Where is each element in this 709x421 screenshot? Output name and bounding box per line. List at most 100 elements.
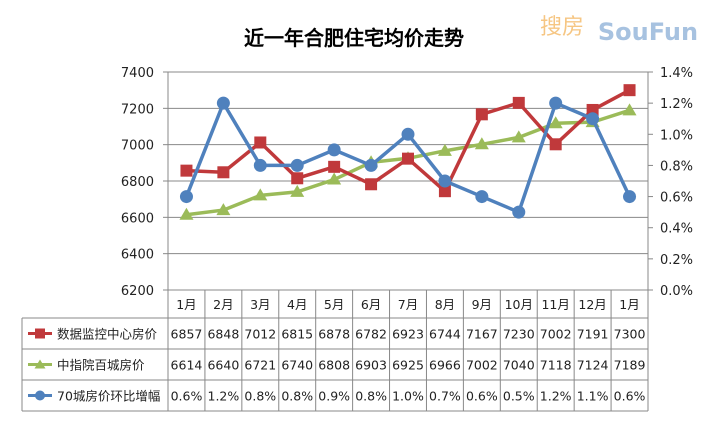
legend-label: 中指院百城房价 [57, 358, 145, 373]
data-point-square [402, 152, 414, 165]
x-tick-label: 9月 [472, 297, 492, 312]
data-table-cell: 1.2% [540, 389, 572, 404]
data-table-cell: 1.0% [392, 389, 424, 404]
x-tick-label: 10月 [505, 297, 533, 312]
data-table-cell: 7002 [540, 327, 572, 342]
data-table-cell: 6640 [207, 358, 239, 373]
x-tick-label: 2月 [213, 297, 233, 312]
data-table-cell: 6925 [392, 358, 424, 373]
data-table-cell: 7191 [577, 327, 609, 342]
legend-circle-marker [35, 390, 45, 401]
data-table-cell: 6903 [355, 358, 387, 373]
data-point-circle [179, 190, 193, 204]
data-table-cell: 0.6% [614, 389, 646, 404]
x-tick-label: 3月 [250, 297, 270, 312]
left-tick-label: 6800 [121, 175, 154, 190]
x-tick-label: 12月 [578, 297, 606, 312]
data-point-circle [401, 127, 415, 141]
data-table-cell: 6966 [429, 358, 461, 373]
left-tick-label: 6600 [121, 211, 154, 226]
left-tick-label: 7000 [121, 139, 154, 154]
data-table-cell: 0.6% [466, 389, 498, 404]
legend-square-marker [35, 328, 45, 339]
data-table-cell: 6878 [318, 327, 350, 342]
data-point-circle [216, 96, 230, 110]
data-table-cell: 6857 [171, 327, 203, 342]
data-point-circle [327, 143, 341, 157]
data-table-cell: 6721 [244, 358, 276, 373]
right-tick-label: 0.2% [660, 253, 693, 268]
data-table-cell: 0.7% [429, 389, 461, 404]
data-point-circle [290, 158, 304, 172]
data-point-square [512, 96, 525, 109]
x-tick-label: 11月 [541, 297, 569, 312]
data-table-cell: 6740 [281, 358, 313, 373]
data-table-cell: 0.8% [281, 389, 313, 404]
data-point-circle [549, 96, 563, 110]
data-table-cell: 6848 [207, 327, 239, 342]
x-tick-label: 6月 [361, 297, 381, 312]
data-point-square [623, 84, 636, 97]
data-point-circle [438, 174, 452, 188]
right-tick-label: 0.0% [660, 284, 693, 299]
data-point-triangle [548, 116, 563, 129]
data-table-cell: 6782 [355, 327, 387, 342]
data-point-circle [586, 112, 600, 126]
legend-label: 70城房价环比增幅 [57, 389, 160, 404]
x-tick-label: 8月 [435, 297, 455, 312]
right-tick-label: 0.4% [660, 222, 693, 237]
data-table-cell: 6614 [171, 358, 203, 373]
data-point-square [217, 166, 230, 179]
watermark-logo-cn: 搜房 [540, 15, 584, 40]
data-point-square [180, 164, 193, 177]
data-point-circle [364, 158, 378, 172]
data-point-square [549, 138, 562, 151]
data-point-triangle [327, 172, 342, 185]
x-tick-label: 7月 [398, 297, 418, 312]
data-point-triangle [253, 188, 268, 201]
right-tick-label: 1.4% [660, 66, 693, 81]
x-tick-label: 1月 [176, 297, 196, 312]
data-point-triangle [290, 184, 305, 197]
data-table-cell: 7002 [466, 358, 498, 373]
data-point-square [328, 160, 341, 173]
data-table-cell: 7118 [540, 358, 572, 373]
x-tick-label: 5月 [324, 297, 344, 312]
right-tick-label: 1.2% [660, 97, 693, 112]
data-point-triangle [474, 137, 489, 150]
legend-triangle-marker [34, 359, 46, 369]
data-point-circle [623, 190, 637, 204]
right-tick-label: 1.0% [660, 128, 693, 143]
data-table-cell: 7189 [614, 358, 646, 373]
legend-label: 数据监控中心房价 [57, 327, 158, 342]
data-point-triangle [511, 130, 526, 143]
chart-title: 近一年合肥住宅均价走势 [244, 26, 464, 50]
data-point-triangle [179, 207, 194, 220]
x-tick-label: 4月 [287, 297, 307, 312]
data-table-cell: 0.6% [171, 389, 203, 404]
data-point-square [475, 108, 488, 121]
watermark-logo: SouFun [598, 18, 698, 46]
data-table-cell: 6815 [281, 327, 313, 342]
left-tick-label: 6200 [121, 284, 154, 299]
right-tick-label: 0.8% [660, 159, 693, 174]
data-table-cell: 7040 [503, 358, 535, 373]
data-table-cell: 7230 [503, 327, 535, 342]
data-point-circle [253, 158, 267, 172]
data-table-cell: 6923 [392, 327, 424, 342]
data-table-cell: 6744 [429, 327, 461, 342]
data-table-cell: 7300 [614, 327, 646, 342]
data-table-cell: 1.2% [208, 389, 240, 404]
left-tick-label: 7200 [121, 102, 154, 117]
left-tick-label: 6400 [121, 248, 154, 263]
data-table-cell: 6808 [318, 358, 350, 373]
data-table-cell: 0.5% [503, 389, 535, 404]
data-point-circle [475, 190, 489, 204]
data-point-square [291, 172, 304, 185]
data-table-cell: 1.1% [577, 389, 609, 404]
left-tick-label: 7400 [121, 66, 154, 81]
x-tick-label: 1月 [619, 297, 639, 312]
data-point-triangle [216, 203, 231, 216]
